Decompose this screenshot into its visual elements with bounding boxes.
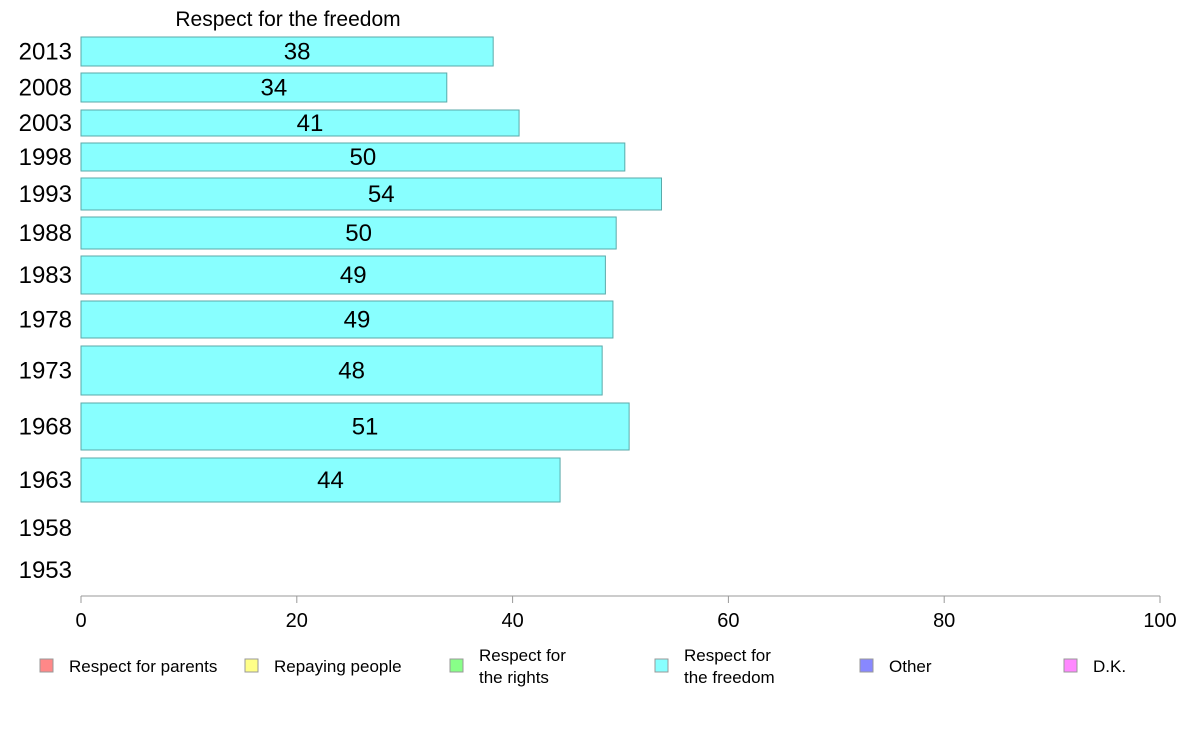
legend: Respect for parents Repaying people Respec… (39, 646, 1126, 687)
legend-item: Respect for the freedom (654, 646, 775, 687)
bar (80, 345, 603, 396)
y-tick-label: 1963 (19, 467, 72, 494)
legend-swatch (654, 658, 669, 673)
y-tick-label: 2003 (19, 110, 72, 137)
legend-swatch (449, 658, 464, 673)
x-tick-label: 40 (501, 610, 523, 632)
bar (80, 142, 626, 172)
legend-label: Other (889, 657, 932, 676)
y-axis-labels: 2013 2008 2003 1998 1993 1988 1983 1978 1973 1968… (19, 39, 72, 585)
legend-label: Respect for the freedom (684, 646, 775, 687)
y-tick-label: 1983 (19, 262, 72, 289)
x-axis: 0 20 40 60 80 100 (75, 595, 1177, 632)
legend-label: Respect for parents (69, 657, 217, 676)
legend-label: Repaying people (274, 657, 402, 676)
chart-title: Respect for the freedom (175, 8, 400, 31)
legend-item: Other (859, 657, 932, 676)
bar-value-label: 41 (297, 110, 324, 137)
x-tick-label: 80 (933, 610, 955, 632)
legend-swatch (39, 658, 54, 673)
y-tick-label: 2013 (19, 39, 72, 66)
bar-value-label: 48 (338, 358, 365, 385)
y-tick-label: 2008 (19, 75, 72, 102)
y-tick-label: 1978 (19, 307, 72, 334)
bar-value-label: 50 (345, 220, 372, 247)
x-tick-label: 60 (717, 610, 739, 632)
bar (80, 300, 614, 339)
bar-value-label: 51 (352, 414, 379, 441)
y-tick-label: 1998 (19, 144, 72, 171)
bar-value-label: 44 (317, 467, 344, 494)
bar (80, 255, 606, 295)
legend-swatch (1063, 658, 1078, 673)
bar (80, 177, 663, 211)
legend-item: Repaying people (244, 657, 402, 676)
legend-swatch (244, 658, 259, 673)
bar (80, 109, 520, 137)
x-tick-label: 20 (286, 610, 308, 632)
y-tick-label: 1953 (19, 557, 72, 584)
bar-value-label: 49 (340, 262, 367, 289)
bar-value-label: 50 (350, 144, 377, 171)
bar (80, 216, 617, 250)
bar (80, 402, 630, 451)
bar-value-label: 34 (261, 75, 288, 102)
bars-layer: 38 34 41 50 54 50 49 49 48 51 44 (80, 36, 663, 503)
legend-label: Respect for the rights (479, 646, 566, 687)
x-tick-label: 100 (1143, 610, 1176, 632)
bar (80, 72, 448, 103)
x-tick-label: 0 (75, 610, 86, 632)
legend-item: Respect for parents (39, 657, 217, 676)
bar (80, 36, 494, 67)
legend-item: D.K. (1063, 657, 1126, 676)
y-tick-label: 1973 (19, 358, 72, 385)
bar (80, 457, 561, 503)
y-tick-label: 1988 (19, 220, 72, 247)
y-tick-label: 1968 (19, 414, 72, 441)
bar-value-label: 38 (284, 39, 311, 66)
legend-item: Respect for the rights (449, 646, 566, 687)
y-tick-label: 1958 (19, 515, 72, 542)
legend-label: D.K. (1093, 657, 1126, 676)
legend-swatch (859, 658, 874, 673)
bar-value-label: 54 (368, 181, 395, 208)
bar-value-label: 49 (344, 307, 371, 334)
y-tick-label: 1993 (19, 181, 72, 208)
